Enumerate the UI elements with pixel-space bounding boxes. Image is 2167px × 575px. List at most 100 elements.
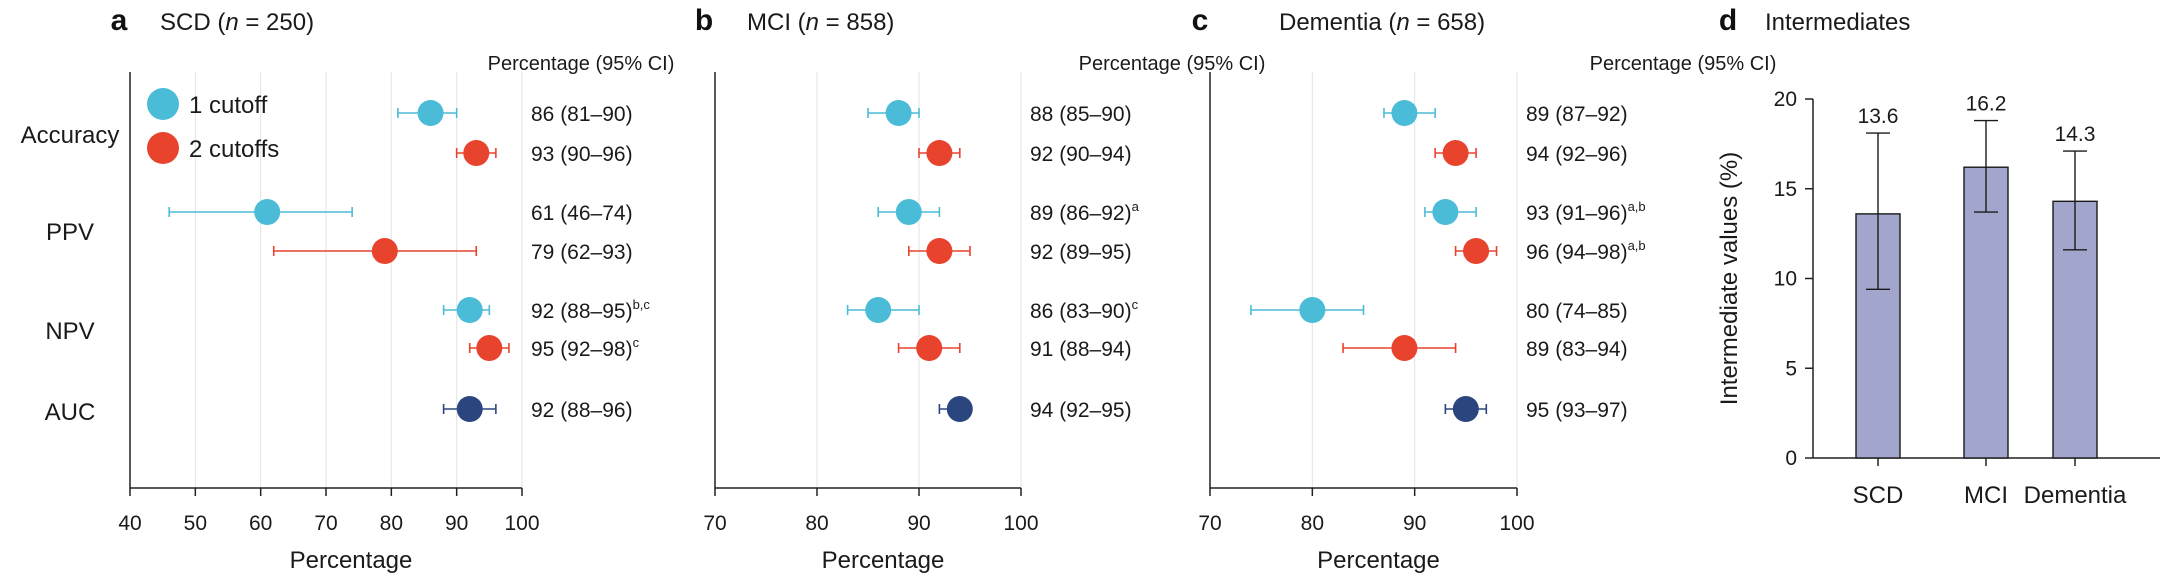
value-label: 93 (91–96)a,b <box>1526 199 1646 225</box>
bar-panel-d: d Intermediates 0 5 10 15 20 Intermediate value… <box>1716 4 2160 509</box>
value-label-superscript: a <box>1132 199 1140 214</box>
forest-panel-a: a SCD (n = 250) Percentage (95% CI) 40 50 60 7… <box>21 4 675 574</box>
value-label-text: 93 (90–96) <box>531 143 633 166</box>
legend-label-one-cutoff: 1 cutoff <box>189 92 268 119</box>
value-label: 93 (90–96) <box>531 143 633 166</box>
data-point <box>1432 199 1459 225</box>
error-bar <box>1866 132 1890 290</box>
value-label: 92 (88–96) <box>531 399 633 422</box>
legend-label-two-cutoffs: 2 cutoffs <box>189 136 279 163</box>
value-label: 94 (92–95) <box>1030 399 1132 422</box>
panel-title: MCI (n = 858) <box>747 9 894 36</box>
data-point <box>916 335 943 361</box>
x-tick-label: 80 <box>1301 512 1324 535</box>
x-axis-label: Percentage <box>822 547 945 574</box>
data-point <box>1463 238 1490 264</box>
data-point <box>417 100 444 126</box>
x-tick-label: 90 <box>445 512 468 535</box>
x-tick-label: 100 <box>1003 512 1038 535</box>
panel-title-n: n <box>806 9 819 36</box>
metric-label: NPV <box>45 318 94 345</box>
data-point <box>456 396 483 422</box>
data-point <box>371 238 398 264</box>
value-label: 61 (46–74) <box>531 202 633 225</box>
x-tick-label: 80 <box>805 512 828 535</box>
legend-marker-one-cutoff <box>147 88 179 120</box>
panel-title: Dementia (n = 658) <box>1279 9 1485 36</box>
value-label: 96 (94–98)a,b <box>1526 238 1646 264</box>
legend: 1 cutoff 2 cutoffs <box>147 88 279 164</box>
x-tick-label: 90 <box>1403 512 1426 535</box>
value-label-text: 86 (83–90) <box>1030 300 1132 323</box>
value-label: 88 (85–90) <box>1030 103 1132 126</box>
panel-letter: a <box>111 4 128 37</box>
value-label-superscript: c <box>1132 297 1139 312</box>
error-bar <box>2063 150 2087 251</box>
data-point <box>463 140 490 166</box>
metric-label: PPV <box>46 219 94 246</box>
value-label: 92 (90–94) <box>1030 143 1132 166</box>
x-tick-label: 90 <box>907 512 930 535</box>
panel-title-n: n <box>1396 9 1409 36</box>
ci-header: Percentage (95% CI) <box>1079 53 1266 75</box>
x-tick-label: Dementia <box>2024 482 2127 509</box>
value-label: 91 (88–94) <box>1030 338 1132 361</box>
data-point <box>926 140 953 166</box>
x-tick-label: 80 <box>380 512 403 535</box>
x-tick-label: 50 <box>184 512 207 535</box>
data-point <box>254 199 281 225</box>
value-label-text: 94 (92–95) <box>1030 399 1132 422</box>
value-label: 89 (83–94) <box>1526 338 1628 361</box>
value-label: 80 (74–85) <box>1526 300 1628 323</box>
y-tick-label: 5 <box>1785 357 1797 380</box>
value-label-text: 95 (93–97) <box>1526 399 1628 422</box>
data-point <box>885 100 912 126</box>
panel-letter: b <box>695 4 713 37</box>
forest-panel-c: c Dementia (n = 658) Percentage (95% CI) 70… <box>1192 4 1777 574</box>
y-axis-label: Intermediate values (%) <box>1716 152 1743 405</box>
x-tick-label: MCI <box>1964 482 2008 509</box>
data-point <box>1299 297 1326 323</box>
value-label: 95 (92–98)c <box>531 335 640 361</box>
forest-panel-b: b MCI (n = 858) Percentage (95% CI) 70 80 90 1… <box>695 4 1266 574</box>
data-point <box>946 396 973 422</box>
data-point <box>1442 140 1469 166</box>
data-point <box>895 199 922 225</box>
value-label-text: 94 (92–96) <box>1526 143 1628 166</box>
x-tick-label: 70 <box>703 512 726 535</box>
value-label-text: 92 (90–94) <box>1030 143 1132 166</box>
y-tick-label: 15 <box>1774 178 1797 201</box>
data-point <box>926 238 953 264</box>
x-tick-label: SCD <box>1853 482 1904 509</box>
value-label: 89 (86–92)a <box>1030 199 1140 225</box>
panel-letter: d <box>1719 4 1737 37</box>
panel-title-name: MCI ( <box>747 9 806 36</box>
value-label-text: 91 (88–94) <box>1030 338 1132 361</box>
panel-title: Intermediates <box>1765 9 1910 36</box>
x-axis-label: Percentage <box>1317 547 1440 574</box>
value-label-superscript: b,c <box>633 297 651 312</box>
panel-title: SCD (n = 250) <box>160 9 314 36</box>
value-label-text: 95 (92–98) <box>531 338 633 361</box>
value-label-text: 89 (87–92) <box>1526 103 1628 126</box>
metric-label: Accuracy <box>21 122 120 149</box>
panel-letter: c <box>1192 4 1209 37</box>
data-point <box>865 297 892 323</box>
data-point <box>476 335 503 361</box>
bar <box>1963 166 2009 459</box>
value-label-superscript: a,b <box>1628 199 1646 214</box>
panel-title-n: n <box>225 9 238 36</box>
panel-title-count: = 858) <box>819 9 894 36</box>
x-tick-label: 60 <box>249 512 272 535</box>
value-label-text: 96 (94–98) <box>1526 241 1628 264</box>
y-tick-label: 10 <box>1774 268 1797 291</box>
x-tick-label: 70 <box>1198 512 1221 535</box>
y-tick-label: 20 <box>1774 88 1797 111</box>
value-label: 86 (83–90)c <box>1030 297 1139 323</box>
value-label-text: 89 (86–92) <box>1030 202 1132 225</box>
bar-value-label: 14.3 <box>2055 123 2096 146</box>
value-label: 94 (92–96) <box>1526 143 1628 166</box>
legend-marker-two-cutoffs <box>147 132 179 164</box>
x-tick-label: 100 <box>1499 512 1534 535</box>
value-label: 79 (62–93) <box>531 241 633 264</box>
